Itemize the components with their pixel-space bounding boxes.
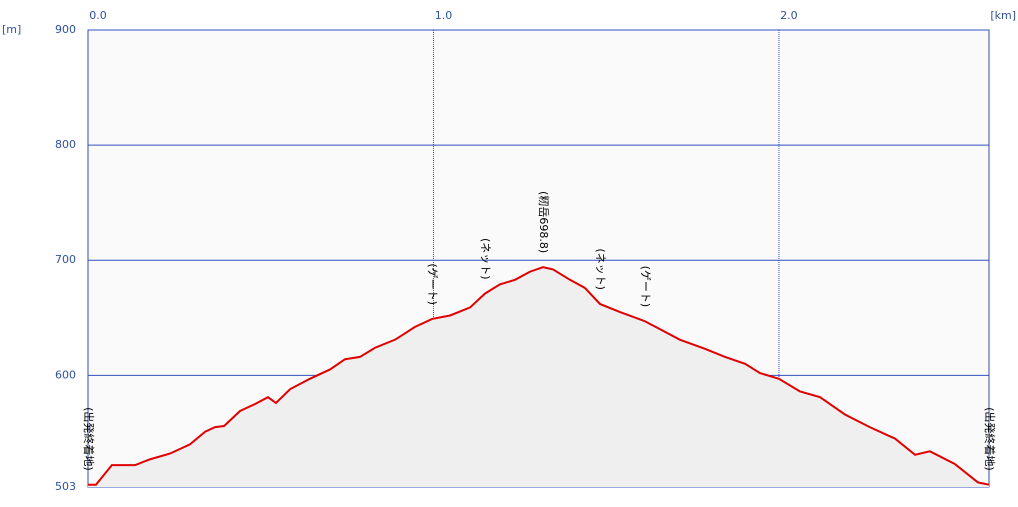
annotation: (ゲート) [426,263,439,305]
y-tick-label: 600 [55,368,76,381]
y-unit: [m] [2,23,21,36]
y-tick-label: 503 [55,480,76,493]
annotation: (出発終着地) [983,407,997,471]
x-unit: [km] [990,9,1016,22]
annotation: (ネット) [594,248,607,290]
annotation: (ゲート) [639,266,652,308]
y-tick-label: 800 [55,138,76,151]
x-tick-label: 0.0 [89,9,107,22]
annotation: (ネット) [479,238,492,280]
annotation: (籾岳698.8) [537,191,550,253]
y-tick-label: 900 [55,23,76,36]
elevation-line [88,266,990,486]
area-fill [88,267,989,487]
y-tick-label: 700 [55,253,76,266]
annotation: (出発終着地) [82,407,96,471]
x-tick-label: 2.0 [780,9,798,22]
x-tick-label: 1.0 [435,9,453,22]
